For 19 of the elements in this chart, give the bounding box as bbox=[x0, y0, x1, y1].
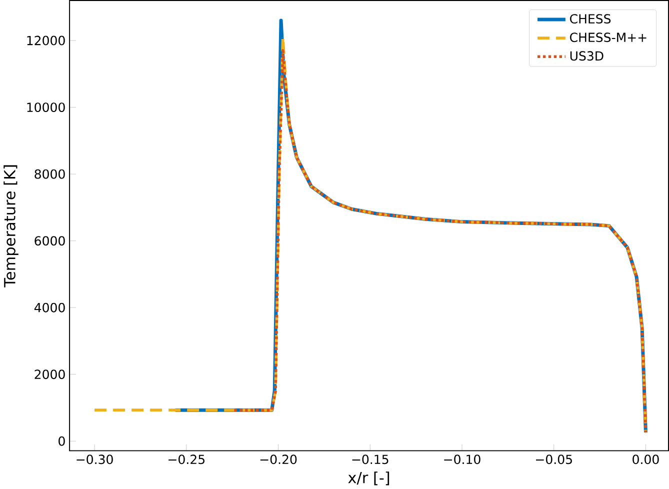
x-tick-label: −0.10 bbox=[444, 454, 480, 464]
y-tick-label: 12000 bbox=[27, 36, 65, 46]
x-tick-label: 0.00 bbox=[632, 454, 659, 464]
y-tick-label: 0 bbox=[58, 436, 65, 446]
y-tick-label: 4000 bbox=[34, 302, 65, 312]
y-tick-label: 6000 bbox=[34, 236, 65, 246]
legend-label: CHESS bbox=[570, 14, 611, 24]
x-tick-label: −0.20 bbox=[260, 454, 297, 464]
x-tick-label: −0.25 bbox=[168, 454, 204, 464]
x-axis-title: x/r [-] bbox=[348, 472, 390, 486]
legend-label: US3D bbox=[570, 51, 604, 61]
y-axis-title: Temperature [K] bbox=[4, 165, 18, 288]
x-tick-label: −0.15 bbox=[352, 454, 388, 464]
y-tick-label: 8000 bbox=[34, 169, 65, 179]
x-tick-label: −0.30 bbox=[76, 454, 113, 464]
y-tick-label: 2000 bbox=[34, 370, 65, 380]
y-tick-label: 10000 bbox=[27, 102, 65, 112]
x-tick-label: −0.05 bbox=[536, 454, 572, 464]
legend-label: CHESS-M++ bbox=[570, 32, 646, 42]
